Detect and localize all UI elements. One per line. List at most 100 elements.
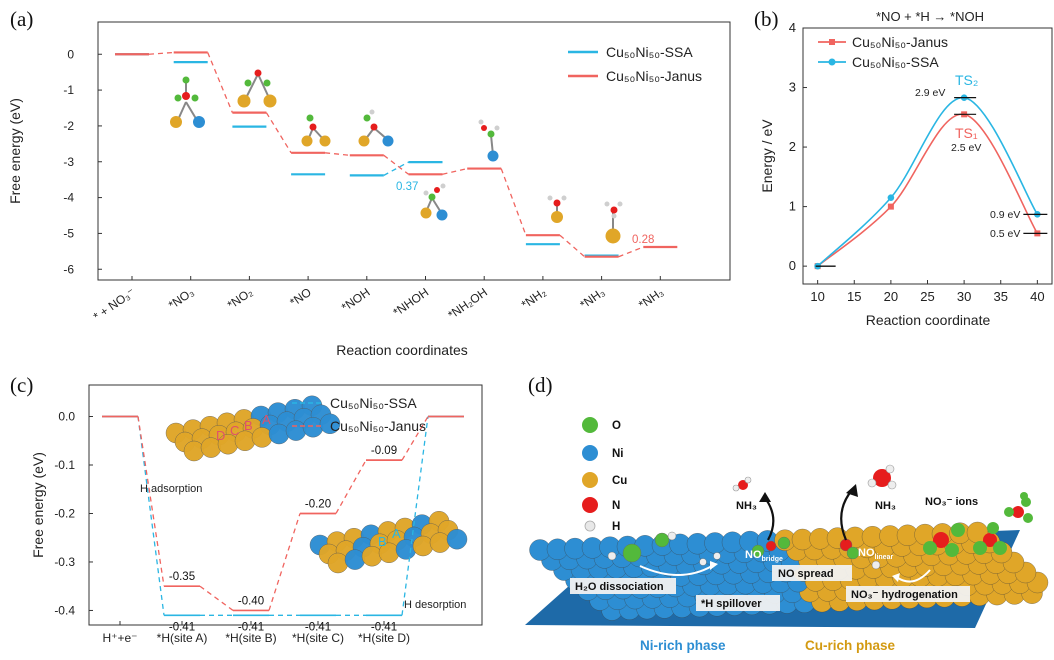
panel-c-series: -0.41 -0.41 -0.41 -0.41 -0.35 -0.40 -0.20 -0.09 (102, 415, 464, 633)
x-tick-label: 35 (994, 289, 1008, 304)
panel-c-legend: Cu₅₀Ni₅₀-SSA Cu₅₀Ni₅₀-Janus (292, 395, 426, 434)
connector-janus (618, 246, 644, 258)
panel-b-legend: Cu₅₀Ni₅₀-Janus Cu₅₀Ni₅₀-SSA (818, 34, 948, 70)
legend-d-h: H (612, 521, 620, 533)
no3-cluster-icon (923, 492, 1033, 557)
label-no-linear: NOlinear (858, 547, 893, 561)
panel-b-y-ticks: 0 1 2 3 4 (789, 20, 807, 273)
x-tick-label: H⁺+e⁻ (102, 631, 137, 645)
x-tick-label: *H(site B) (225, 631, 276, 645)
slab-atom (412, 535, 434, 557)
legend-c-janus: Cu₅₀Ni₅₀-Janus (330, 418, 426, 434)
y-tick-label: -1 (63, 83, 74, 97)
slab-atom (268, 423, 290, 445)
adsorbate-atom (713, 552, 721, 560)
panel-c: (c) 0.0 -0.1 -0.2 -0.3 -0.4 H⁺+e⁻ *H(site A) *… (10, 373, 483, 645)
y-tick-label: -2 (63, 119, 74, 133)
copper-atom-icon (582, 472, 598, 488)
y-tick-label: -0.2 (54, 506, 75, 520)
legend-d-n: N (612, 500, 620, 512)
molecule-nh2oh-icon (478, 119, 500, 162)
adsorbate-atom (871, 560, 881, 570)
x-tick-label: *NO₂ (225, 285, 256, 312)
adsorbate-atom (654, 532, 670, 548)
connector-ssa (401, 416, 429, 616)
connector-janus (199, 585, 234, 611)
x-tick-label: * + NO₃⁻ (91, 285, 138, 324)
value-label-ssa: -0.41 (238, 621, 264, 633)
y-tick-label: 0 (67, 47, 74, 61)
adsorbate-atom (846, 546, 860, 560)
x-tick-label: *NH₂ (519, 285, 549, 312)
value-label-janus: -0.20 (305, 498, 331, 510)
point-ssa (887, 194, 895, 201)
slab-atom (285, 420, 307, 441)
hydrogen-atom-icon (584, 520, 596, 532)
x-tick-label: *NOH (339, 285, 373, 314)
panel-a: (a) 0 -1 -2 -3 -4 -5 -6 * + NO₃⁻ *NO₃ *NO₂ *NO *NO… (7, 7, 731, 358)
value-label-janus: -0.09 (371, 445, 397, 457)
adsorbate-atom (622, 543, 642, 563)
x-tick-label: 20 (884, 289, 898, 304)
slab-atom (302, 417, 324, 438)
site-label: B (378, 534, 387, 549)
connector-janus (207, 52, 234, 113)
slab-atom (395, 539, 417, 560)
legend-b-ssa: Cu₅₀Ni₅₀-SSA (852, 54, 939, 70)
panel-a-y-ticks: 0 -1 -2 -3 -4 -5 -6 (63, 47, 102, 276)
value-label-ssa: -0.41 (371, 621, 397, 633)
label-h2o-dissociation: H₂O dissociation (575, 581, 664, 593)
y-tick-label: 4 (789, 20, 796, 35)
y-tick-label: 0 (789, 258, 796, 273)
panel-c-label: (c) (10, 373, 33, 397)
reaction-arrows (639, 484, 931, 583)
x-tick-label: *H(site A) (157, 631, 208, 645)
annotation-barrier-janus: 0.28 (632, 234, 654, 246)
label-h-spillover: *H spillover (701, 598, 762, 610)
x-tick-label: 10 (810, 289, 824, 304)
x-tick-label: *H(site D) (358, 631, 410, 645)
slab-atom (344, 549, 366, 570)
label-cu-rich-phase: Cu-rich phase (805, 638, 896, 653)
y-tick-label: -3 (63, 155, 74, 169)
adsorbate-atom (667, 531, 677, 541)
panel-c-y-axis-label: Free energy (eV) (30, 452, 46, 558)
y-tick-label: -6 (63, 262, 74, 276)
annotation-ts2: TS₂ (955, 72, 978, 88)
nickel-atom-icon (582, 445, 598, 461)
annotation-barrier-ssa: 0.37 (396, 181, 418, 193)
slab-atom (361, 546, 383, 567)
annotation-final-ssa: 0.9 eV (990, 209, 1020, 221)
label-no-bridge: NObridge (745, 549, 783, 563)
panel-a-legend: Cu₅₀Ni₅₀-SSA Cu₅₀Ni₅₀-Janus (568, 44, 702, 84)
panel-a-series (115, 51, 678, 258)
panel-b-x-ticks: 10 15 20 25 30 35 40 (810, 280, 1045, 304)
arrow-up-left-icon (759, 492, 771, 502)
molecule-no-icon (301, 114, 331, 147)
adsorbate-atom (777, 536, 791, 550)
connector-janus (559, 234, 586, 258)
label-no3-hydrogenation: NO₃⁻ hydrogenation (851, 589, 958, 601)
legend-label-janus: Cu₅₀Ni₅₀-Janus (606, 68, 702, 84)
value-label-janus: -0.40 (238, 595, 264, 607)
legend-c-ssa: Cu₅₀Ni₅₀-SSA (330, 395, 417, 411)
x-tick-label: *H(site C) (292, 631, 344, 645)
x-tick-label: *NH₃ (577, 285, 607, 312)
slab-atom (251, 427, 273, 448)
adsorbate-atom (751, 544, 765, 558)
legend-label-ssa: Cu₅₀Ni₅₀-SSA (606, 44, 693, 60)
connector-janus (325, 152, 350, 156)
value-label-ssa: -0.41 (169, 621, 195, 633)
panel-c-x-ticks: H⁺+e⁻ *H(site A) *H(site B) *H(site C) *H(si… (102, 621, 410, 645)
value-label-ssa: -0.41 (305, 621, 331, 633)
annotation-final-janus: 0.5 eV (990, 228, 1020, 240)
x-tick-label: *NO₃ (166, 285, 197, 312)
adsorbate-atom (765, 540, 777, 552)
site-label: C (230, 423, 239, 438)
y-tick-label: -5 (63, 226, 74, 240)
connector-janus (335, 459, 367, 514)
x-tick-label: 15 (847, 289, 861, 304)
site-label: A (392, 526, 401, 541)
nh3-molecule-right-icon (867, 464, 897, 490)
